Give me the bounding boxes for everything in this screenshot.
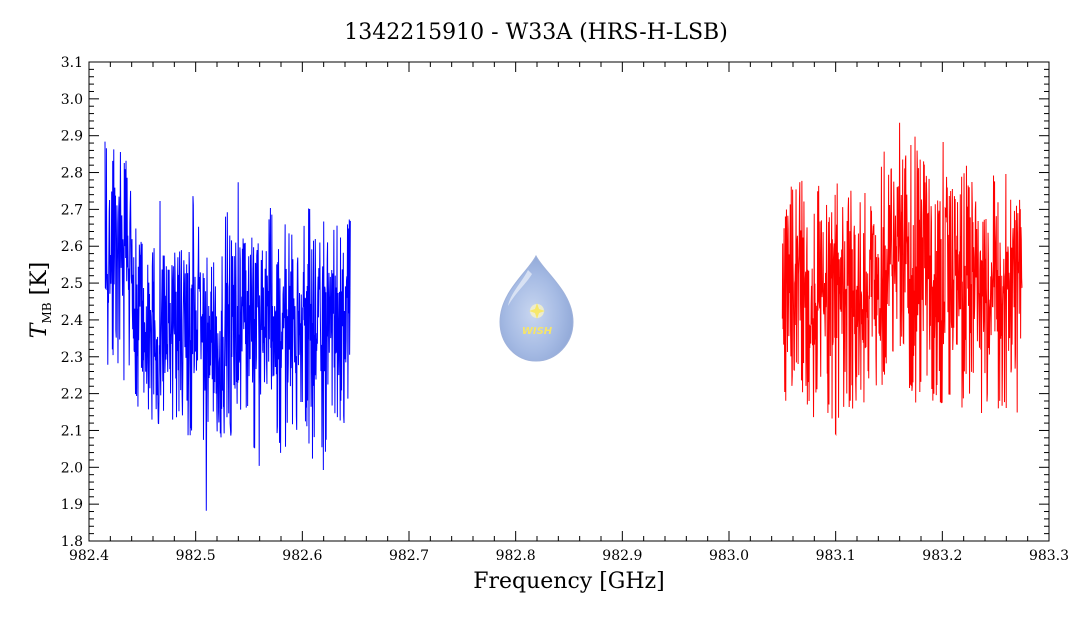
x-tick-label: 983.1 <box>816 548 856 564</box>
y-tick-label: 3.0 <box>61 92 83 108</box>
y-tick-label: 2.5 <box>61 276 83 292</box>
y-axis-label-subscript: MB <box>40 302 54 323</box>
x-tick-label: 982.5 <box>176 548 216 564</box>
y-tick-label: 3.1 <box>61 55 83 71</box>
x-tick-label: 982.8 <box>496 548 536 564</box>
wish-logo-text: WISH <box>522 326 553 337</box>
wish-logo: WISH <box>499 254 574 362</box>
y-tick-label: 2.8 <box>61 166 83 182</box>
x-tick-label: 983.3 <box>1029 548 1069 564</box>
star-icon <box>529 303 545 319</box>
y-tick-label: 2.0 <box>61 460 83 476</box>
x-tick-label: 982.6 <box>282 548 322 564</box>
y-tick-label: 2.3 <box>61 350 83 366</box>
y-axis-label-unit: [K] <box>27 262 52 296</box>
axis-ticks: 982.4 982.5 982.6 982.7 982.8 982.9 983.0 983.1… <box>61 55 1069 564</box>
x-tick-label: 982.7 <box>389 548 429 564</box>
y-tick-label: 1.9 <box>61 497 83 513</box>
spectrum-line-red <box>781 122 1023 437</box>
y-axis-label: TMB [K] <box>27 262 54 338</box>
y-tick-label: 2.4 <box>61 313 83 329</box>
y-tick-label: 2.9 <box>61 129 83 145</box>
y-tick-label: 2.7 <box>61 202 83 218</box>
x-tick-label: 983.2 <box>922 548 962 564</box>
plot-series <box>104 122 1023 511</box>
x-axis-label: Frequency [GHz] <box>473 569 665 594</box>
y-tick-label: 1.8 <box>61 534 83 550</box>
plot-frame <box>88 61 1050 542</box>
spectrum-line-blue <box>104 141 351 511</box>
chart-title: 1342215910 - W33A (HRS-H-LSB) <box>344 20 728 45</box>
y-tick-label: 2.6 <box>61 239 83 255</box>
x-tick-label: 982.4 <box>69 548 109 564</box>
svg-text:TMB [K]: TMB [K] <box>27 262 54 338</box>
y-tick-label: 2.1 <box>61 423 83 439</box>
y-axis-label-symbol: T <box>27 321 52 338</box>
x-tick-label: 982.9 <box>602 548 642 564</box>
y-tick-label: 2.2 <box>61 387 83 403</box>
x-tick-label: 983.0 <box>709 548 749 564</box>
